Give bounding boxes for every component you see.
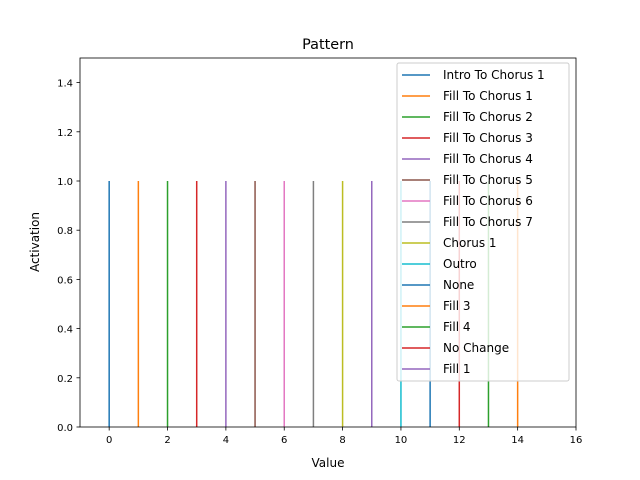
legend-label: Fill 4 <box>443 320 470 334</box>
axes-layer: 0 2 4 6 8 10 12 14 16 0.0 0.2 0.4 0.6 0.8 1.0 1.2 1.4 <box>57 57 583 446</box>
legend-label: Outro <box>443 257 477 271</box>
legend: Intro To Chorus 1 Fill To Chorus 1 Fill To… <box>396 62 570 382</box>
x-tick-label: 2 <box>164 435 170 446</box>
x-tick-label: 6 <box>281 435 287 446</box>
legend-label: Fill To Chorus 5 <box>443 173 533 187</box>
y-tick-label: 0.8 <box>57 226 73 237</box>
y-axis-label: Activation <box>28 212 42 272</box>
x-axis-label: Value <box>312 456 345 470</box>
legend-label: Fill 3 <box>443 299 470 313</box>
x-tick-label: 12 <box>453 435 466 446</box>
x-tick-label: 16 <box>570 435 583 446</box>
y-tick-label: 0.2 <box>57 374 73 385</box>
y-tick-label: 1.2 <box>57 128 73 139</box>
legend-label: Fill 1 <box>443 362 470 376</box>
x-tick-label: 10 <box>395 435 408 446</box>
legend-label: Fill To Chorus 1 <box>443 89 533 103</box>
x-tick-label: 8 <box>339 435 345 446</box>
legend-label: Fill To Chorus 6 <box>443 194 533 208</box>
legend-label: Fill To Chorus 4 <box>443 152 533 166</box>
chart-title: Pattern <box>302 37 354 53</box>
legend-box <box>396 62 570 382</box>
legend-label: Intro To Chorus 1 <box>443 68 545 82</box>
plot-frame <box>79 57 577 428</box>
legend-label: Fill To Chorus 7 <box>443 215 533 229</box>
x-tick-label: 4 <box>223 435 229 446</box>
legend-label: None <box>443 278 474 292</box>
x-tick-label: 14 <box>511 435 524 446</box>
legend-label: No Change <box>443 341 509 355</box>
x-tick-label: 0 <box>106 435 112 446</box>
y-tick-label: 0.4 <box>57 325 73 336</box>
legend-label: Fill To Chorus 2 <box>443 110 533 124</box>
y-tick-label: 1.0 <box>57 177 73 188</box>
legend-label: Chorus 1 <box>443 236 497 250</box>
y-tick-label: 0.6 <box>57 275 73 286</box>
y-tick-label: 0.0 <box>57 423 73 434</box>
y-tick-label: 1.4 <box>57 79 73 90</box>
legend-label: Fill To Chorus 3 <box>443 131 533 145</box>
